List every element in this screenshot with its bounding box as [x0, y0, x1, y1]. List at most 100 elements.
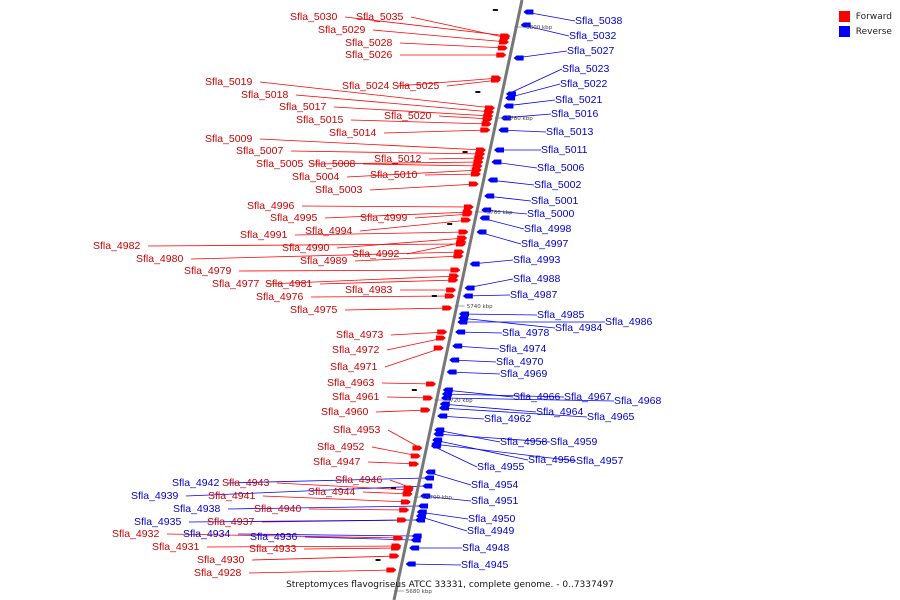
- forward-gene-label: Sfla_5009: [205, 133, 252, 145]
- forward-gene-label: Sfla_4952: [317, 441, 364, 453]
- reverse-gene-feature: [452, 343, 463, 349]
- leader-line: [505, 99, 556, 107]
- leader-line: [448, 371, 501, 375]
- forward-gene-label: Sfla_4933: [249, 543, 296, 555]
- leader-line: [310, 161, 482, 165]
- reverse-gene-label: Sfla_5000: [527, 208, 574, 220]
- leader-line: [460, 317, 556, 329]
- forward-gene-feature: [499, 35, 510, 41]
- reverse-gene-feature: [505, 91, 516, 97]
- reverse-gene-label: Sfla_4959: [550, 436, 597, 448]
- leader-line: [294, 231, 467, 236]
- leader-line: [303, 547, 400, 550]
- leader-line: [443, 393, 565, 398]
- forward-gene-feature: [475, 151, 486, 157]
- legend-forward: Forward: [838, 9, 892, 24]
- leader-line: [319, 279, 457, 285]
- reverse-gene-label: Sfla_4986: [605, 316, 652, 328]
- leader-line: [333, 106, 492, 117]
- reverse-gene-feature: [523, 9, 534, 15]
- forward-gene-feature: [484, 105, 495, 111]
- genome-caption: Streptomyces flavogriseus ATCC 33331, co…: [286, 580, 614, 590]
- reverse-gene-feature: [434, 427, 445, 433]
- forward-gene-label: Sfla_4928: [194, 567, 241, 579]
- reverse-gene-feature: [409, 545, 420, 551]
- forward-gene-feature: [397, 517, 408, 523]
- forward-gene-feature: [474, 155, 485, 161]
- tick-label: 5700 kbp: [426, 495, 452, 501]
- forward-gene-feature: [393, 535, 404, 541]
- leader-line: [188, 519, 418, 523]
- forward-gene-label: Sfla_4947: [313, 456, 360, 468]
- leader-line: [310, 295, 453, 298]
- reverse-gene-label: Sfla_4998: [524, 223, 571, 235]
- reverse-gene-feature: [441, 391, 452, 397]
- leader-line: [410, 16, 508, 39]
- reverse-gene-feature: [459, 311, 470, 317]
- forward-gene-label: Sfla_4996: [247, 200, 294, 212]
- leader-line: [432, 445, 478, 468]
- leader-line: [446, 79, 499, 87]
- reverse-gene-label: Sfla_5023: [562, 63, 609, 75]
- forward-gene-label: Sfla_5028: [345, 37, 392, 49]
- leader-line: [227, 505, 421, 510]
- reverse-gene-label: Sfla_4967: [564, 391, 611, 403]
- leader-line: [259, 81, 494, 109]
- forward-gene-label: Sfla_4961: [332, 391, 379, 403]
- reverse-gene-feature: [500, 115, 511, 121]
- forward-gene-feature: [463, 204, 474, 210]
- feature-marker: [375, 559, 381, 561]
- reverse-gene-label: Sfla_4974: [499, 343, 546, 355]
- reverse-gene-label: Sfla_4978: [502, 327, 549, 339]
- reverse-gene-label: Sfla_5013: [546, 126, 593, 138]
- reverse-gene-feature: [439, 401, 450, 407]
- forward-gene-feature: [389, 553, 400, 559]
- leader-line: [344, 307, 451, 311]
- leader-line: [406, 241, 465, 255]
- leader-line: [301, 205, 472, 208]
- leader-line: [350, 119, 490, 125]
- reverse-gene-label: Sfla_4942: [172, 477, 219, 489]
- reverse-gene-feature: [405, 561, 416, 567]
- forward-gene-feature: [472, 163, 483, 169]
- tick-label: 5780 kbp: [507, 116, 533, 122]
- forward-gene-feature: [450, 267, 461, 273]
- reverse-gene-feature: [425, 469, 436, 475]
- feature-marker: [431, 295, 437, 297]
- reverse-gene-label: Sfla_4956: [528, 454, 575, 466]
- genome-axis: [392, 0, 524, 600]
- forward-gene-label: Sfla_5018: [241, 89, 288, 101]
- reverse-gene-label: Sfla_4958: [500, 436, 547, 448]
- leader-line: [461, 313, 538, 316]
- forward-gene-label: Sfla_4972: [332, 344, 379, 356]
- forward-gene-label: Sfla_5005: [256, 158, 303, 170]
- leader-line: [372, 29, 508, 43]
- forward-gene-feature: [444, 293, 455, 299]
- feature-marker: [390, 487, 396, 489]
- forward-gene-label: Sfla_4973: [336, 329, 383, 341]
- reverse-gene-label: Sfla_4936: [250, 531, 297, 543]
- leader-line: [276, 482, 412, 491]
- forward-gene-feature: [470, 171, 481, 177]
- feature-marker: [462, 151, 468, 153]
- forward-gene-feature: [420, 407, 431, 413]
- leader-line: [238, 269, 459, 272]
- forward-gene-feature: [457, 235, 468, 241]
- legend-reverse: Reverse: [838, 24, 892, 39]
- reverse-gene-label: Sfla_5006: [537, 162, 584, 174]
- reverse-gene-label: Sfla_4970: [496, 356, 543, 368]
- forward-gene-label: Sfla_5020: [384, 110, 431, 122]
- forward-gene-label: Sfla_4937: [207, 516, 254, 528]
- feature-marker: [447, 223, 453, 225]
- reverse-gene-label: Sfla_4969: [500, 368, 547, 380]
- forward-gene-feature: [499, 39, 510, 45]
- reverse-gene-feature: [455, 329, 466, 335]
- reverse-gene-feature: [442, 387, 453, 393]
- leader-line: [375, 409, 429, 413]
- tick-label: 5760 kbp: [487, 210, 513, 216]
- reverse-gene-feature: [487, 177, 498, 183]
- leader-line: [344, 16, 509, 37]
- forward-gene-label: Sfla_5003: [315, 184, 362, 196]
- leader-line: [381, 382, 435, 385]
